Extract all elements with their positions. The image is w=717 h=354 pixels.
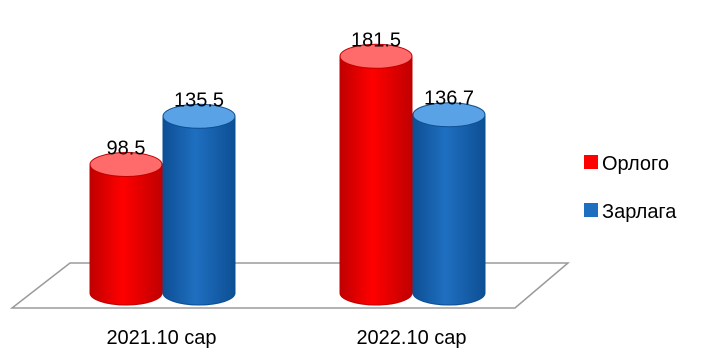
category-labels-group: 2021.10 сар 2022.10 сар xyxy=(106,327,466,349)
bar-income-2 xyxy=(339,43,413,306)
category-label-2: 2022.10 сар xyxy=(356,327,466,349)
legend-label-income: Орлого xyxy=(602,153,669,175)
value-label-expense-1: 135.5 xyxy=(174,89,224,111)
legend: Орлого Зарлага xyxy=(584,153,677,223)
legend-item-expense: Зарлага xyxy=(584,201,677,223)
bar-income-1 xyxy=(89,152,163,306)
legend-label-expense: Зарлага xyxy=(602,201,677,223)
value-labels-group: 98.5 135.5 181.5 136.7 xyxy=(107,29,475,159)
value-label-income-1: 98.5 xyxy=(107,138,146,160)
bars-group xyxy=(89,43,486,306)
value-label-expense-2: 136.7 xyxy=(424,88,474,110)
bar-expense-1 xyxy=(162,103,236,306)
value-label-income-2: 181.5 xyxy=(351,29,401,51)
legend-swatch-expense xyxy=(584,203,598,217)
legend-item-income: Орлого xyxy=(584,153,669,175)
bar-expense-2 xyxy=(412,102,486,306)
legend-swatch-income xyxy=(584,155,598,169)
category-label-1: 2021.10 сар xyxy=(106,327,216,349)
